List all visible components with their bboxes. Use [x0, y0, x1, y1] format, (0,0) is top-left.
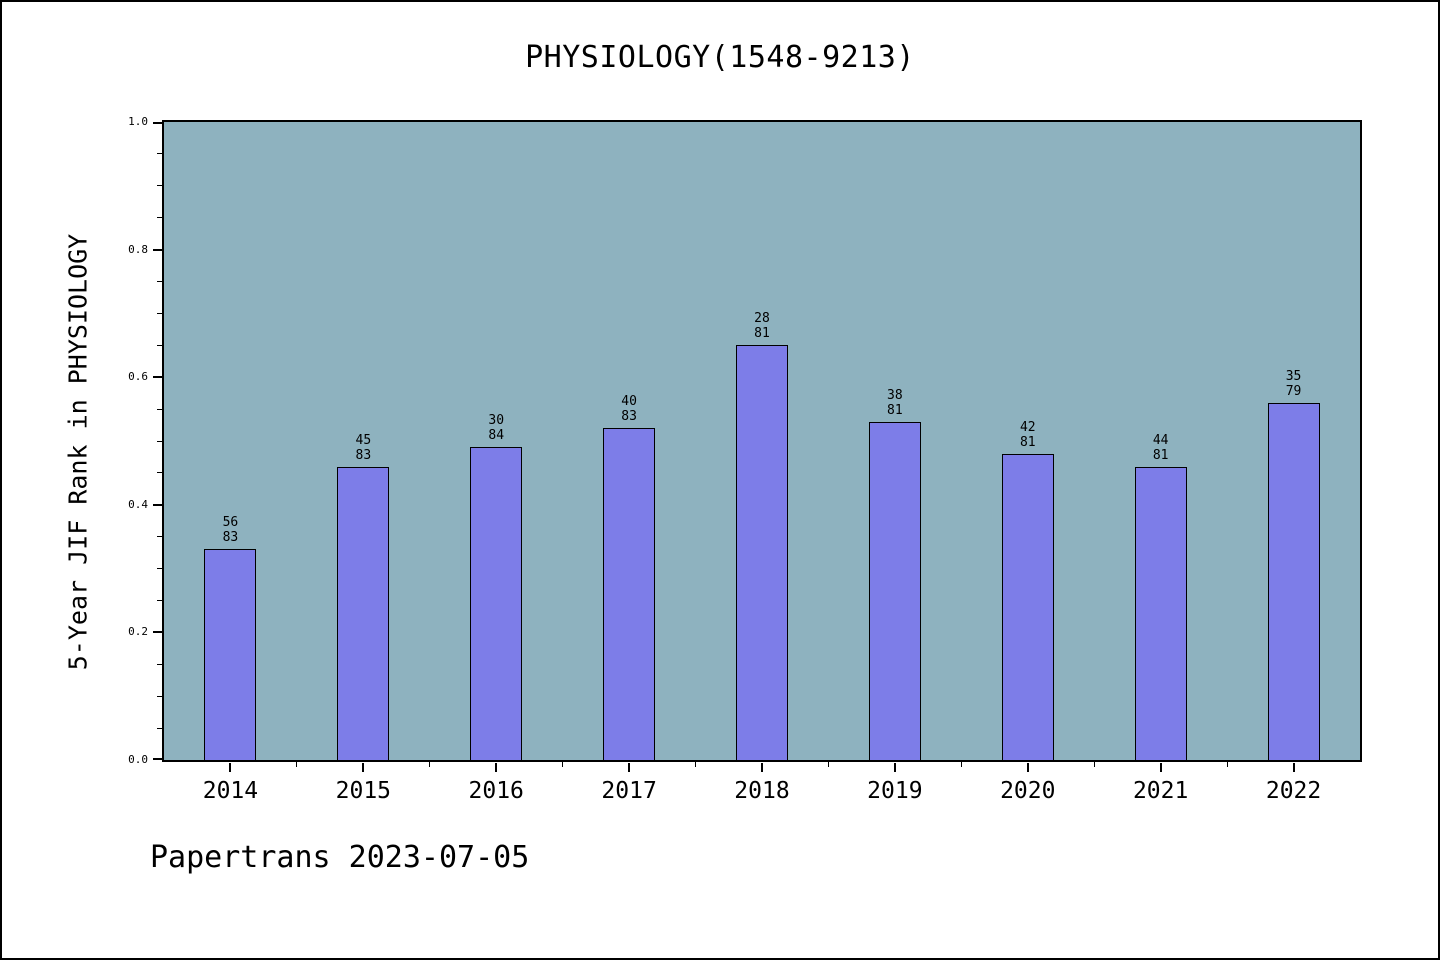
- y-tick-label: 1.0: [128, 115, 148, 128]
- bar-label-total: 83: [355, 447, 372, 463]
- bar-label-total: 84: [488, 428, 505, 444]
- bar-label-rank: 45: [355, 432, 372, 448]
- y-minor-tick: [157, 344, 162, 346]
- x-minor-tick: [562, 762, 564, 767]
- plot-area: 56 83 2014 45 83 2015 30 84 2016 40 83 2017 28 81 2018…: [128, 115, 1362, 804]
- y-minor-tick: [157, 536, 162, 538]
- y-tick-label: 0.6: [128, 370, 148, 384]
- x-minor-tick: [296, 762, 298, 767]
- x-tick-label-2022: 2022: [1265, 778, 1322, 804]
- bar-label-total: 79: [1285, 383, 1302, 399]
- x-tick-label-2016: 2016: [468, 778, 524, 804]
- bar-label-rank: 56: [222, 515, 239, 531]
- y-minor-tick: [157, 408, 162, 410]
- bar-label-2022: 35 79: [1264, 369, 1324, 399]
- y-tick-label: 0.8: [128, 242, 148, 256]
- y-minor-tick: [157, 600, 162, 601]
- bar-label-2014: 56 83: [200, 515, 260, 545]
- bar-label-rank: 42: [1019, 419, 1036, 435]
- bar-2021: [1134, 466, 1187, 760]
- y-tick: [153, 248, 162, 251]
- y-minor-tick: [157, 185, 162, 187]
- y-tick: [153, 631, 162, 634]
- x-tick-label-2018: 2018: [734, 778, 790, 804]
- x-minor-tick: [429, 762, 431, 767]
- x-tick-2020: [1026, 763, 1029, 772]
- bar-label-total: 81: [1152, 447, 1169, 463]
- x-tick-label-2021: 2021: [1132, 778, 1189, 804]
- y-minor-tick: [157, 281, 162, 282]
- y-minor-tick: [157, 440, 162, 442]
- bar-label-total: 81: [887, 402, 903, 418]
- bar-label-total: 81: [754, 326, 770, 342]
- x-minor-tick: [1093, 762, 1095, 767]
- y-tick-label: 0.2: [128, 625, 148, 639]
- bar-2019: [868, 421, 921, 760]
- x-tick-2018: [761, 763, 763, 772]
- x-minor-tick: [960, 762, 962, 767]
- bar-label-rank: 35: [1285, 368, 1302, 384]
- bar-label-rank: 44: [1152, 432, 1169, 448]
- y-minor-tick: [157, 727, 162, 729]
- bar-label-total: 83: [222, 530, 239, 546]
- bar-label-rank: 30: [488, 413, 505, 429]
- bar-2014: [204, 549, 257, 760]
- x-tick-label-2019: 2019: [867, 778, 923, 804]
- bar-label-2017: 40 83: [599, 394, 659, 424]
- y-tick: [153, 503, 162, 506]
- x-tick-label-2014: 2014: [202, 778, 259, 804]
- x-tick-2021: [1159, 763, 1162, 772]
- bar-label-2016: 30 84: [466, 413, 526, 443]
- x-tick-2022: [1292, 763, 1295, 772]
- x-tick-2014: [229, 763, 232, 772]
- bar-2016: [470, 447, 523, 760]
- chart-title: PHYSIOLOGY(1548-9213): [525, 40, 915, 75]
- x-minor-tick: [1226, 762, 1228, 767]
- y-minor-tick: [157, 663, 162, 665]
- y-axis-label: 5-Year JIF Rank in PHYSIOLOGY: [63, 233, 93, 671]
- x-tick-2017: [628, 763, 631, 772]
- bar-label-rank: 28: [754, 311, 770, 327]
- bar-2022: [1267, 402, 1320, 760]
- x-minor-tick: [695, 762, 697, 767]
- y-tick: [153, 122, 162, 124]
- bar-label-2021: 44 81: [1131, 433, 1191, 463]
- x-tick-label-2020: 2020: [1000, 778, 1056, 804]
- x-tick-2019: [893, 763, 896, 772]
- bar-label-2019: 38 81: [865, 388, 925, 418]
- y-minor-tick: [157, 153, 162, 155]
- x-tick-label-2017: 2017: [601, 778, 657, 804]
- x-minor-tick: [827, 762, 829, 767]
- bar-label-rank: 38: [887, 387, 903, 403]
- x-tick-2015: [362, 763, 365, 772]
- bar-2018: [736, 345, 788, 760]
- y-minor-tick: [157, 472, 162, 474]
- y-tick-label: 0.0: [128, 753, 148, 766]
- y-minor-tick: [157, 312, 162, 314]
- bar-label-total: 83: [621, 409, 637, 425]
- bar-label-2018: 28 81: [732, 311, 792, 341]
- bar-label-2020: 42 81: [998, 420, 1058, 450]
- bar-2015: [337, 466, 390, 760]
- y-tick: [153, 376, 162, 379]
- bar-2020: [1001, 453, 1054, 760]
- bar-label-total: 81: [1019, 434, 1036, 450]
- bar-2017: [603, 428, 656, 760]
- bar-label-rank: 40: [621, 394, 637, 410]
- y-minor-tick: [157, 695, 162, 697]
- y-tick: [153, 758, 162, 760]
- x-tick-label-2015: 2015: [335, 778, 392, 804]
- y-minor-tick: [157, 568, 162, 570]
- y-minor-tick: [157, 217, 162, 219]
- y-tick-label: 0.4: [128, 497, 148, 511]
- x-tick-2016: [495, 763, 498, 772]
- watermark-text: Papertrans 2023-07-05: [150, 840, 530, 875]
- bar-label-2015: 45 83: [333, 433, 393, 463]
